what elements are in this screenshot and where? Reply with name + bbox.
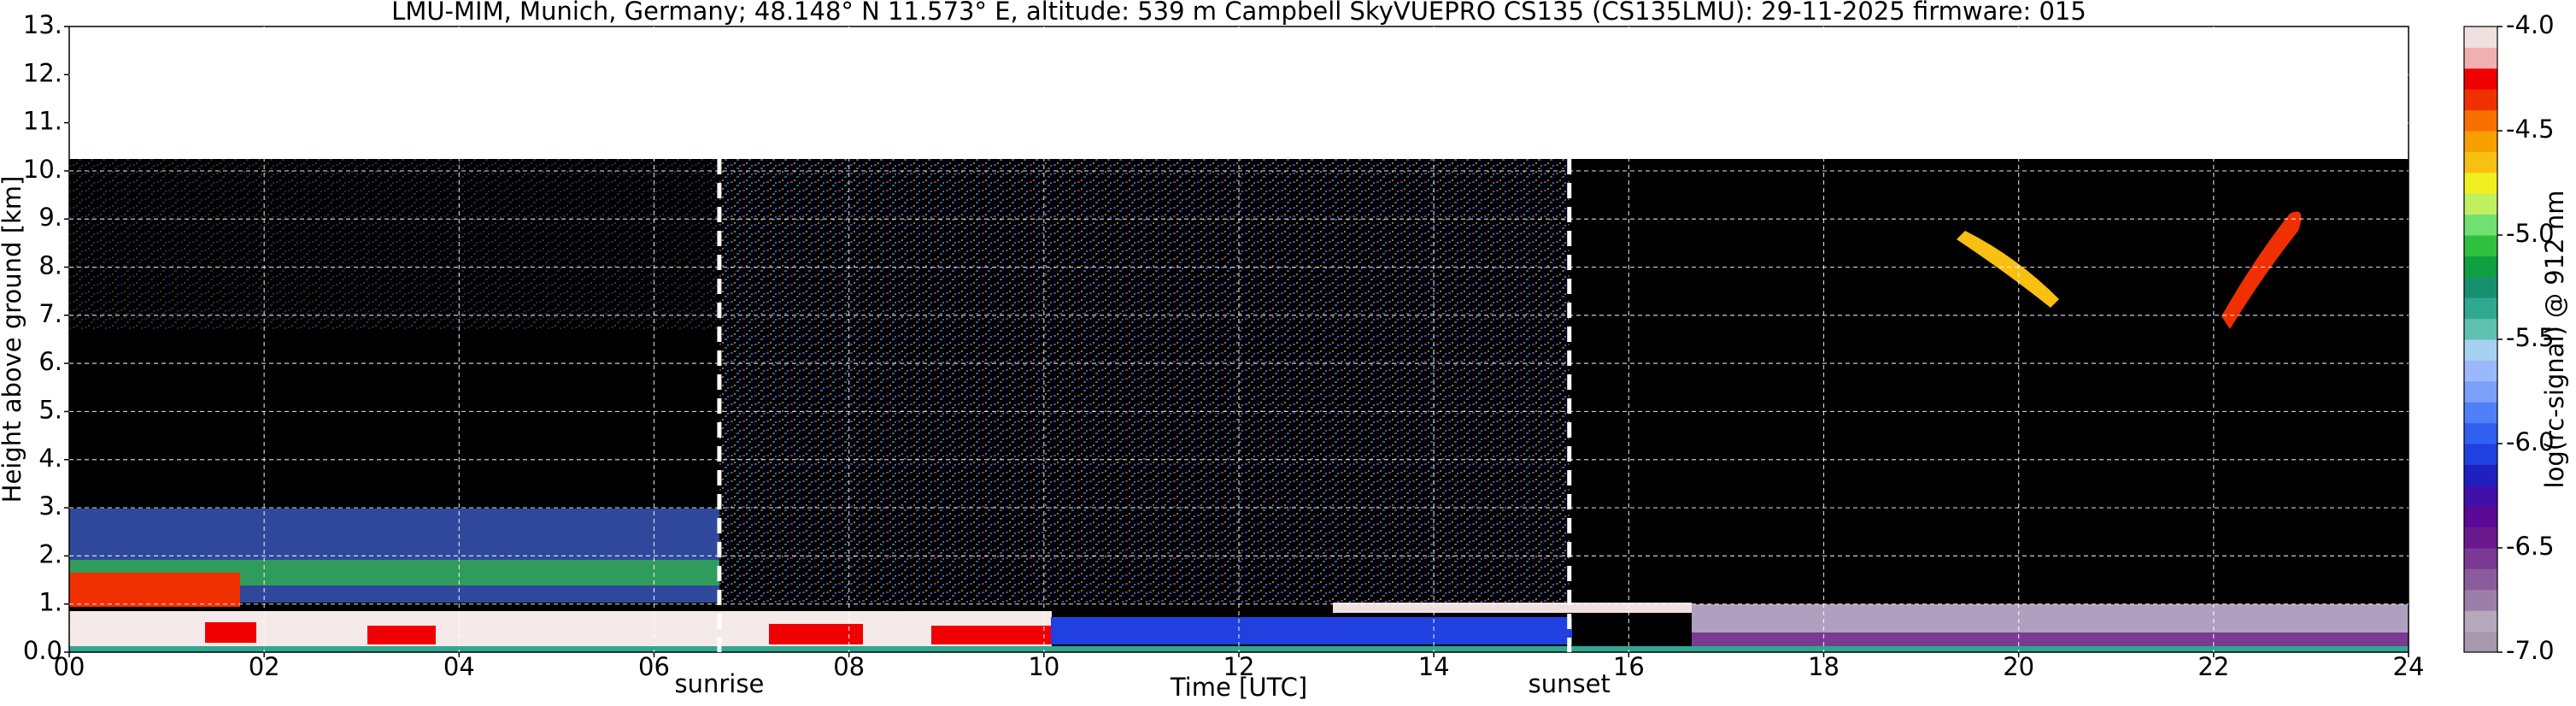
colorbar-tick-label: -6.0: [2506, 427, 2555, 456]
y-tick-label: 8.: [38, 251, 62, 280]
colorbar-band: [2464, 506, 2497, 528]
colorbar-band: [2464, 548, 2497, 569]
colorbar-tick-label: -7.0: [2506, 636, 2555, 665]
annotation-label: sunrise: [675, 669, 765, 698]
y-tick-label: 7.: [38, 299, 62, 328]
colorbar-band: [2464, 527, 2497, 549]
boundary-layer: [367, 626, 436, 644]
colorbar-band: [2464, 360, 2497, 382]
annotation-label: sunset: [1529, 669, 1611, 698]
colorbar-band: [2464, 276, 2497, 298]
colorbar-band: [2464, 151, 2497, 174]
colorbar-label: log(rc-signal) @ 912 nm: [2540, 191, 2569, 489]
boundary-layer: [1333, 603, 1692, 613]
colorbar-tick-label: -4.5: [2506, 115, 2555, 144]
colorbar-band: [2464, 610, 2497, 632]
boundary-layer: [205, 622, 256, 643]
colorbar-band: [2464, 26, 2497, 48]
y-tick-label: 10.: [23, 155, 62, 184]
residual-layer: [1692, 632, 2409, 646]
y-tick-label: 12.: [23, 58, 62, 87]
colorbar-band: [2464, 444, 2497, 465]
colorbar-band: [2464, 297, 2497, 320]
colorbar-band: [2464, 256, 2497, 278]
colorbar-band: [2464, 422, 2497, 444]
colorbar-band: [2464, 89, 2497, 111]
surface-band: [69, 646, 2409, 652]
y-axis-label: Height above ground [km]: [0, 176, 26, 503]
boundary-layer: [1051, 617, 1572, 644]
y-tick-label: 9.: [38, 203, 62, 232]
y-tick-label: 1.: [38, 588, 62, 617]
x-axis-label: Time [UTC]: [1170, 673, 1307, 702]
y-tick-label: 3.: [38, 491, 62, 521]
colorbar-band: [2464, 193, 2497, 215]
colorbar-band: [2464, 68, 2497, 90]
colorbar-band: [2464, 318, 2497, 340]
colorbar-band: [2464, 589, 2497, 611]
colorbar-band: [2464, 47, 2497, 69]
y-tick-label: 0.0: [23, 636, 62, 665]
colorbar-band: [2464, 339, 2497, 361]
colorbar-band: [2464, 109, 2497, 132]
colorbar-band: [2464, 172, 2497, 194]
colorbar-band: [2464, 214, 2497, 236]
y-tick-label: 6.: [38, 347, 62, 376]
colorbar-tick-label: -5.5: [2506, 323, 2555, 352]
colorbar-band: [2464, 131, 2497, 152]
colorbar-band: [2464, 402, 2497, 424]
colorbar-band: [2464, 235, 2497, 256]
chart-title: LMU-MIM, Munich, Germany; 48.148° N 11.5…: [391, 0, 2086, 26]
colorbar-band: [2464, 485, 2497, 507]
colorbar-tick-label: -6.5: [2506, 532, 2555, 561]
cloud: [2221, 211, 2302, 329]
y-tick-label: 4.: [38, 444, 62, 473]
colorbar-band: [2464, 631, 2497, 653]
cloud: [1957, 231, 2059, 308]
y-tick-label: 5.: [38, 395, 62, 424]
colorbar-tick-label: -5.0: [2506, 219, 2555, 248]
y-tick-label: 2.: [38, 539, 62, 568]
noise-field: [69, 159, 719, 330]
colorbar-band: [2464, 568, 2497, 591]
y-tick-label: 11.: [23, 107, 62, 136]
colorbar-band: [2464, 380, 2497, 403]
colorbar-band: [2464, 464, 2497, 486]
boundary-layer: [931, 626, 1051, 644]
y-tick-label: 13.: [23, 10, 62, 39]
aerosol-layer: [69, 573, 240, 607]
boundary-layer: [769, 624, 863, 644]
colorbar-tick-label: -4.0: [2506, 10, 2555, 39]
noise-field: [719, 159, 1570, 603]
